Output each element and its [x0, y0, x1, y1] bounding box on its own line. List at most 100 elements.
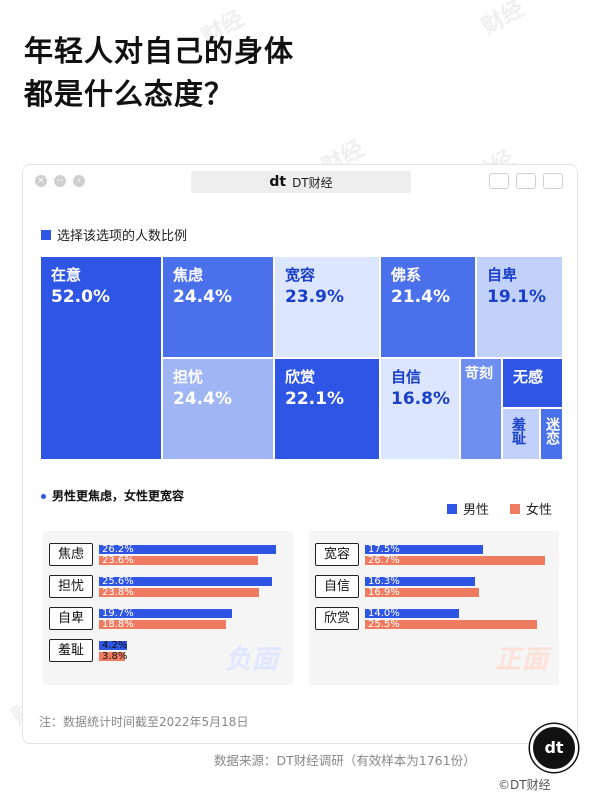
treemap-cell-text: 自信 16.8%: [381, 359, 460, 417]
treemap-value: 24.4%: [173, 287, 232, 307]
bar-value-label: 18.8%: [102, 619, 134, 630]
treemap-label: 迷恋: [544, 417, 560, 445]
treemap-label: 欣赏: [285, 368, 316, 386]
treemap-cell: 羞耻: [503, 409, 539, 459]
treemap-cell-text: 欣赏 22.1%: [275, 359, 354, 417]
bar-value-label: 4.2%: [102, 640, 128, 651]
treemap-label: 担忧: [173, 368, 204, 386]
bar-value-label: 16.9%: [368, 587, 400, 598]
watermark: 财经: [477, 0, 529, 40]
treemap-value: 21.4%: [391, 287, 450, 307]
legend-female: 女性: [510, 499, 552, 518]
positive-panel: 正面 宽容 17.5% 26.7% 自信 16.3% 16.9% 欣赏 14.0% 25.5%: [309, 531, 559, 685]
treemap-cell: 担忧 24.4%: [163, 359, 273, 459]
male-bar: [365, 609, 460, 618]
treemap-label: 苛刻: [465, 366, 493, 382]
bar-category-label: 焦虑: [49, 543, 93, 566]
window-topbar: × − ‹ dt DT财经: [23, 165, 576, 199]
footnote: 注：数据统计时间截至2022年5月18日: [39, 715, 249, 729]
treemap-cell-text: 羞耻: [503, 409, 529, 445]
treemap-cell-text: 担忧 24.4%: [163, 359, 242, 417]
treemap-value: 52.0%: [51, 287, 110, 307]
male-bar: [99, 545, 276, 554]
title-line-1: 年轻人对自己的身体: [24, 34, 295, 68]
bar-category-label: 欣赏: [315, 607, 359, 630]
positive-panel-label: 正面: [495, 645, 550, 675]
treemap-value: 16.8%: [391, 389, 450, 409]
bar-value-label: 16.3%: [368, 576, 400, 587]
treemap-value: 23.9%: [285, 287, 344, 307]
browser-card: × − ‹ dt DT财经 选择该选项的人数比例 在意 52.0% 焦虑 24.4% 担…: [22, 164, 578, 744]
copy-icon[interactable]: [516, 173, 536, 189]
treemap-label: 宽容: [285, 266, 316, 284]
address-text: DT财经: [292, 175, 333, 190]
bar-category-label: 宽容: [315, 543, 359, 566]
bar-value-label: 19.7%: [102, 608, 134, 619]
legend-swatch: [41, 229, 51, 240]
bar-value-label: 25.6%: [102, 576, 134, 587]
treemap-value: 19.1%: [487, 287, 546, 307]
dt-badge-icon: dt: [530, 724, 578, 772]
treemap-cell-text: 焦虑 24.4%: [163, 257, 242, 315]
bar-value-label: 26.7%: [368, 555, 400, 566]
treemap-cell: 在意 52.0%: [41, 257, 161, 459]
female-bar: [99, 652, 125, 661]
page-title: 年轻人对自己的身体 都是什么态度？: [24, 30, 294, 116]
treemap-cell: 自卑 19.1%: [477, 257, 562, 357]
bar-category-label: 羞耻: [49, 639, 93, 662]
treemap-cell-text: 苛刻: [461, 359, 497, 389]
bar-value-label: 25.5%: [368, 619, 400, 630]
treemap-label: 佛系: [391, 266, 422, 284]
bar-chart-subtitle: 男性更焦虑，女性更宽容: [41, 487, 221, 505]
treemap-cell: 宽容 23.9%: [275, 257, 379, 357]
treemap-label: 无感: [513, 368, 544, 386]
close-icon[interactable]: ×: [35, 175, 47, 187]
subtitle-text: 男性更焦虑，女性更宽容: [52, 489, 185, 503]
treemap-cell: 佛系 21.4%: [381, 257, 475, 357]
bar-value-label: 23.6%: [102, 555, 134, 566]
treemap-label: 焦虑: [173, 266, 204, 284]
female-bar: [99, 588, 260, 597]
dt-logo-icon: dt: [269, 174, 287, 190]
negative-panel: 负面 焦虑 26.2% 23.6% 担忧 25.6% 23.8% 自卑 19.7% 18.8% 羞…: [43, 531, 293, 685]
treemap-label: 自信: [391, 368, 422, 386]
male-bar: [99, 609, 232, 618]
male-bar: [365, 545, 483, 554]
male-swatch: [447, 503, 457, 514]
bar-category-label: 自卑: [49, 607, 93, 630]
treemap-chart: 在意 52.0% 焦虑 24.4% 担忧 24.4% 宽容 23.9% 欣赏 22.1% 佛系 21.…: [41, 257, 562, 459]
minimize-icon[interactable]: −: [54, 175, 66, 187]
window-icon[interactable]: [543, 173, 563, 189]
treemap-legend: 选择该选项的人数比例: [41, 225, 187, 244]
male-bar: [365, 577, 475, 586]
treemap-cell-text: 迷恋: [541, 409, 563, 445]
bullet-icon: [41, 494, 46, 499]
legend-male: 男性: [447, 499, 489, 518]
maximize-icon[interactable]: ‹: [73, 175, 85, 187]
record-icon[interactable]: [489, 173, 509, 189]
address-bar[interactable]: dt DT财经: [191, 171, 411, 193]
male-bar: [99, 641, 128, 650]
female-bar: [99, 620, 226, 629]
treemap-legend-label: 选择该选项的人数比例: [57, 229, 188, 244]
treemap-label: 在意: [51, 266, 82, 284]
bar-value-label: 23.8%: [102, 587, 134, 598]
female-bar: [99, 556, 259, 565]
treemap-cell-text: 自卑 19.1%: [477, 257, 556, 315]
treemap-label: 自卑: [487, 266, 518, 284]
bar-value-label: 26.2%: [102, 544, 134, 555]
title-line-2: 都是什么态度？: [24, 77, 235, 111]
male-bar: [99, 577, 272, 586]
bar-category-label: 担忧: [49, 575, 93, 598]
treemap-cell: 迷恋: [541, 409, 562, 459]
data-source: 数据来源：DT财经调研（有效样本为1761份）: [214, 753, 476, 768]
legend-female-label: 女性: [526, 503, 553, 518]
female-bar: [365, 620, 537, 629]
treemap-cell: 焦虑 24.4%: [163, 257, 273, 357]
treemap-cell: 苛刻: [461, 359, 501, 459]
treemap-value: 22.1%: [285, 389, 344, 409]
treemap-cell: 无感: [503, 359, 562, 407]
treemap-cell: 自信 16.8%: [381, 359, 459, 459]
treemap-cell-text: 在意 52.0%: [41, 257, 120, 315]
legend-male-label: 男性: [463, 503, 490, 518]
